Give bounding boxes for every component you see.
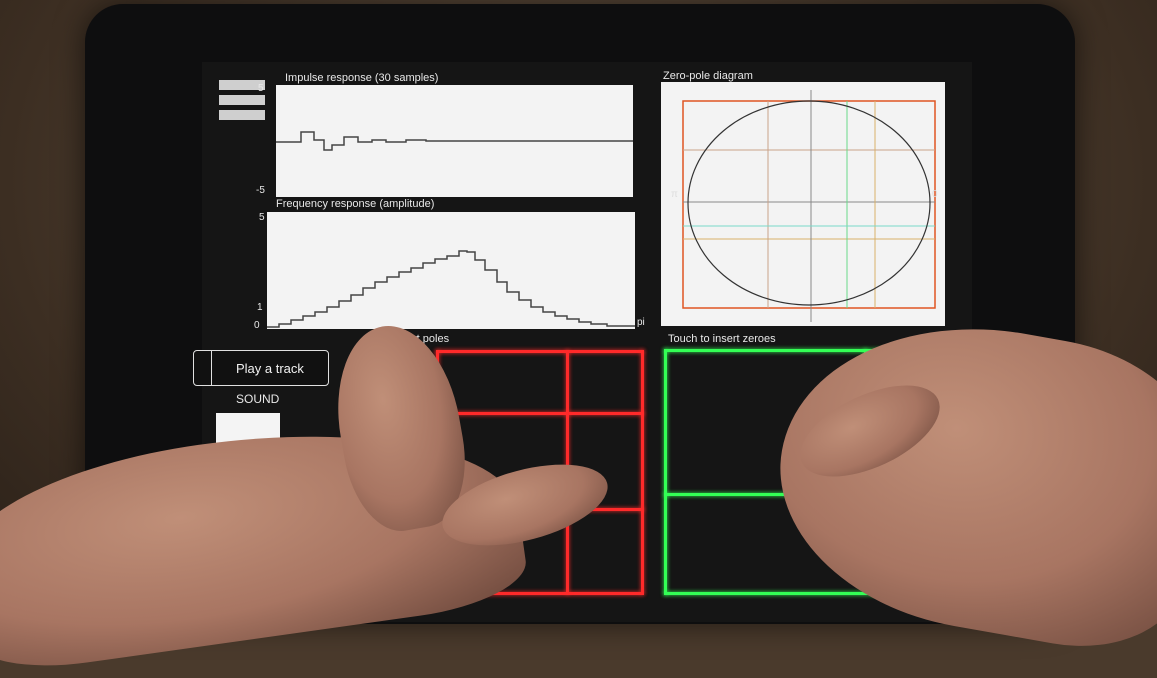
impulse-ymax-label: 5 (258, 83, 264, 94)
frequency-y0-label: 0 (254, 320, 260, 331)
impulse-plot (276, 85, 633, 197)
zero-pole-pi-label: π (671, 189, 678, 200)
zero-pole-zero-label: 0 (932, 189, 938, 200)
play-button-divider (211, 351, 212, 385)
unit-circle (687, 100, 931, 306)
zero-pole-plot (661, 82, 945, 326)
frequency-xend-label: pi (637, 317, 645, 328)
zeroes-pad-label: Touch to insert zeroes (668, 333, 776, 345)
zero-pole-svg (682, 90, 936, 322)
hamburger-menu-icon[interactable] (219, 80, 265, 122)
zero-pole-title: Zero-pole diagram (663, 70, 753, 82)
impulse-ymin-label: -5 (256, 185, 265, 196)
frequency-plot (267, 212, 635, 329)
sound-label: SOUND (236, 392, 280, 406)
frequency-title: Frequency response (amplitude) (276, 198, 435, 210)
impulse-title: Impulse response (30 samples) (285, 72, 439, 84)
play-track-label: Play a track (236, 361, 304, 376)
frequency-plot-svg (267, 250, 635, 328)
play-track-button[interactable]: Play a track (193, 350, 329, 386)
zero-pole-frame (682, 100, 936, 309)
frequency-ymax-label: 5 (259, 212, 265, 223)
impulse-plot-svg (276, 131, 633, 151)
frequency-y1-label: 1 (257, 302, 263, 313)
